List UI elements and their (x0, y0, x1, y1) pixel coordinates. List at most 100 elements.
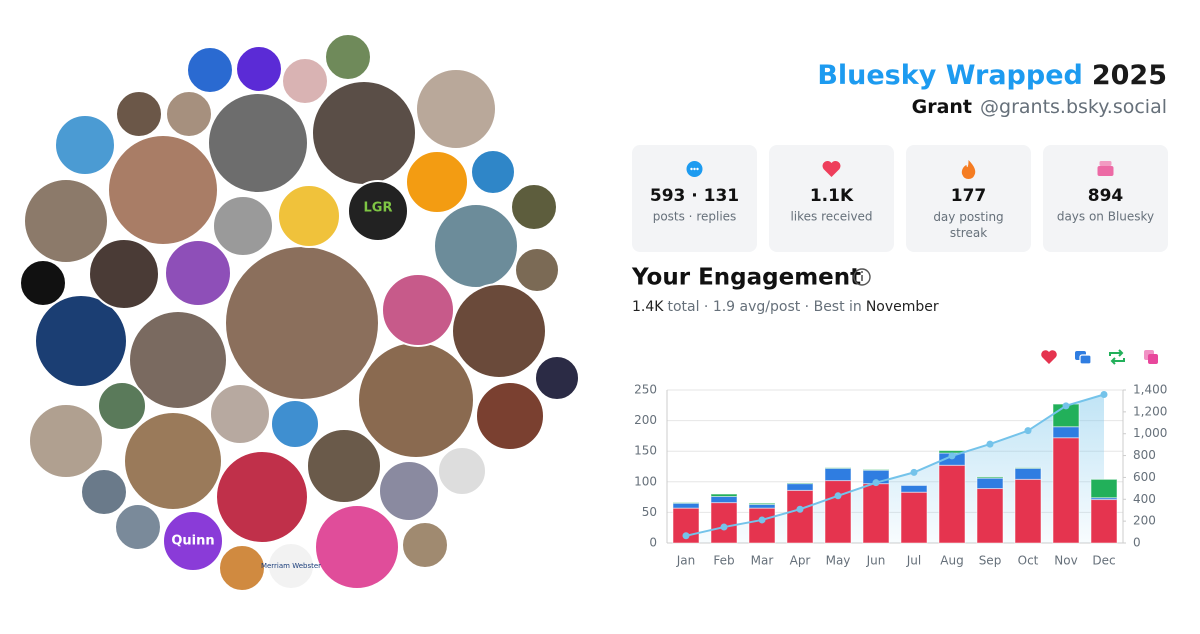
bar-segment (1090, 478, 1118, 499)
bar-segment (862, 483, 890, 544)
bar-segment (824, 480, 852, 544)
avatar (378, 460, 440, 522)
x-tick-label: Nov (1054, 554, 1077, 568)
avatar (311, 80, 417, 186)
avatar (123, 411, 223, 511)
avatar (54, 114, 116, 176)
total: 1.4K (632, 299, 664, 315)
x-tick-label: Sep (979, 554, 1002, 568)
bar-segment (672, 502, 700, 504)
avatar (128, 310, 228, 410)
bar-segment (672, 502, 700, 509)
stat-icon-group (1097, 161, 1114, 176)
stat-card (769, 145, 894, 252)
avatar (433, 203, 519, 289)
avatar (381, 273, 455, 347)
x-tick-label: Dec (1092, 554, 1115, 568)
line-point (720, 523, 728, 531)
stats: 593 · 131 posts · replies 1.1K likes receiv… (632, 145, 1168, 252)
x-tick-label: Mar (751, 554, 774, 568)
y2-tick-label: 1,000 (1133, 426, 1167, 440)
stat-icon-dot (696, 167, 699, 171)
bar-segment (748, 502, 776, 505)
bar-segment (862, 469, 890, 471)
stat-value: 894 (1088, 186, 1124, 206)
avatar (218, 544, 266, 592)
legend-icon (1079, 354, 1092, 365)
bar-segment (1090, 499, 1118, 544)
y2-tick-label: 0 (1133, 536, 1141, 550)
stat-label: likes received (790, 210, 872, 224)
stat-icon-group (822, 161, 841, 177)
line-point (1100, 390, 1108, 398)
avatar (534, 355, 580, 401)
stat-label: day posting streak (933, 210, 1003, 240)
chart: 0 50 100 150 200 250 0 200 400 600 800 1,000 1,200 1,… (634, 349, 1167, 568)
bar-segment (786, 483, 814, 491)
bar-segment (786, 489, 814, 544)
bar-segment (748, 507, 776, 544)
bar-segment (786, 482, 814, 485)
avatar (437, 446, 487, 496)
line-point (872, 479, 880, 487)
user-handle: @grants.bsky.social (980, 96, 1167, 118)
y2-tick-label: 1,200 (1133, 404, 1167, 418)
avatar (212, 195, 274, 257)
avatar (34, 294, 128, 388)
avatar (510, 183, 558, 231)
line-point (948, 452, 956, 460)
avatar (306, 428, 382, 504)
bar-segment (824, 467, 852, 469)
x-tick-label: Jul (906, 554, 921, 568)
avatar (215, 450, 309, 544)
user: Grant @grants.bsky.social (912, 96, 1167, 118)
y-tick-label: 250 (634, 383, 657, 397)
y2-tick-label: 200 (1133, 514, 1156, 528)
avatar (165, 90, 213, 138)
bar-segment (1052, 426, 1080, 439)
avatar (114, 503, 162, 551)
y2-tick-label: 1,400 (1133, 383, 1167, 397)
avatar (314, 504, 400, 590)
x-tick-label: Oct (1018, 554, 1039, 568)
section-title: Your Engagement (631, 265, 861, 291)
avatar (415, 68, 497, 150)
stat-icon (961, 160, 976, 179)
summary: total · 1.9 avg/post · Best in (667, 299, 861, 315)
line-point (796, 505, 804, 513)
avatar (97, 381, 147, 431)
avatar (267, 542, 315, 590)
bar-segment (976, 488, 1004, 544)
y2-tick-label: 400 (1133, 492, 1156, 506)
avatar (209, 383, 271, 445)
stat-card (906, 145, 1031, 252)
stat-icon-group (961, 160, 976, 179)
avatar (19, 259, 67, 307)
legend-item (1144, 350, 1158, 364)
avatar (277, 184, 341, 248)
avatar (107, 134, 219, 246)
x-tick-label: Feb (713, 554, 734, 568)
info-icon (853, 268, 871, 286)
avatar (162, 510, 224, 572)
avatar (186, 46, 234, 94)
bar-segment (1052, 437, 1080, 544)
avatar (164, 239, 232, 307)
stat-card (1043, 145, 1168, 252)
avatar (470, 149, 516, 195)
stat-icon (1097, 166, 1114, 176)
avatar (405, 150, 469, 214)
best-month: November (866, 299, 939, 315)
avatar-cloud: LGR Quinn Merriam Webster (19, 33, 580, 592)
legend-item (1075, 351, 1092, 365)
avatar (270, 399, 320, 449)
stat-card (632, 145, 757, 252)
stat-icon-dot (693, 167, 696, 171)
title-year: 2025 (1092, 60, 1167, 91)
stat-icon-group (686, 161, 703, 177)
bar-segment (976, 477, 1004, 490)
x-tick-label: Apr (790, 554, 811, 568)
legend-icon (1041, 350, 1057, 364)
avatar (80, 468, 128, 516)
user-name: Grant (912, 96, 972, 118)
